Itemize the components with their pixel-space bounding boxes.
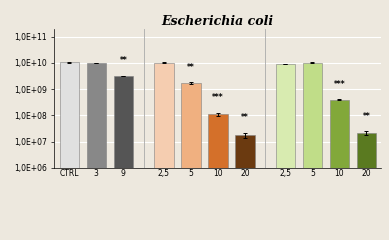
Bar (154, 63, 173, 240)
Bar (114, 76, 133, 240)
Bar (357, 133, 376, 240)
Bar (181, 83, 201, 240)
Bar (87, 63, 106, 240)
Bar (235, 135, 254, 240)
Bar (329, 100, 349, 240)
Bar (208, 114, 228, 240)
Text: ***: *** (333, 79, 345, 89)
Bar (276, 64, 295, 240)
Text: **: ** (363, 112, 370, 121)
Bar (303, 63, 322, 240)
Text: **: ** (119, 56, 127, 65)
Text: **: ** (241, 113, 249, 122)
Bar (60, 62, 79, 240)
Text: **: ** (187, 63, 195, 72)
Text: ***: *** (212, 94, 224, 102)
Title: Escherichia coli: Escherichia coli (162, 15, 274, 28)
